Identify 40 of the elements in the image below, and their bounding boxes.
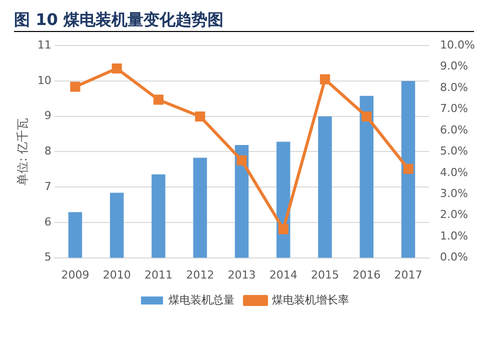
x-tick-label: 2010 xyxy=(102,268,131,282)
point xyxy=(278,224,288,234)
y2-tick-label: 3.0% xyxy=(440,187,468,200)
y2-tick-label: 0.0% xyxy=(440,250,468,264)
y2-tick-label: 7.0% xyxy=(440,102,468,116)
x-tick-label: 2015 xyxy=(310,268,339,282)
y-tick-label: 10 xyxy=(37,74,52,87)
x-tick-label: 2009 xyxy=(61,268,90,282)
y2-tick-label: 2.0% xyxy=(440,208,468,222)
x-tick-label: 2011 xyxy=(144,268,172,282)
x-tick-label: 2012 xyxy=(186,268,214,282)
x-tick-label: 2016 xyxy=(352,268,381,282)
y2-tick-label: 9.0% xyxy=(440,60,468,73)
point xyxy=(320,74,330,84)
y-tick-label: 8 xyxy=(44,144,52,158)
point xyxy=(70,82,80,92)
y-tick-label: 9 xyxy=(44,109,52,122)
point xyxy=(195,111,206,122)
y-tick-label: 5 xyxy=(44,250,52,264)
y-axis-title: 单位: 亿千瓦 xyxy=(15,118,30,186)
point xyxy=(403,164,414,174)
chart-title: 图 10 煤电装机量变化趋势图 xyxy=(14,10,224,31)
y2-tick-label: 8.0% xyxy=(440,80,468,94)
y2-tick-label: 5.0% xyxy=(440,144,468,158)
point xyxy=(236,155,247,166)
y2-tick-label: 1.0% xyxy=(440,229,468,242)
y-tick-label: 11 xyxy=(37,38,52,52)
y2-tick-label: 10.0% xyxy=(440,38,476,52)
legend-label: 煤电装机增长率 xyxy=(272,293,349,306)
point xyxy=(153,94,164,105)
x-tick-label: 2014 xyxy=(269,268,298,282)
x-tick-label: 2017 xyxy=(394,268,422,282)
y2-tick-label: 4.0% xyxy=(440,166,468,179)
y2-tick-label: 6.0% xyxy=(440,123,468,136)
y-tick-label: 7 xyxy=(44,180,52,193)
point xyxy=(362,111,372,122)
legend-label: 煤电装机总量 xyxy=(168,293,234,306)
point xyxy=(112,63,122,74)
x-tick-label: 2013 xyxy=(228,268,256,282)
y-tick-label: 6 xyxy=(44,215,52,228)
